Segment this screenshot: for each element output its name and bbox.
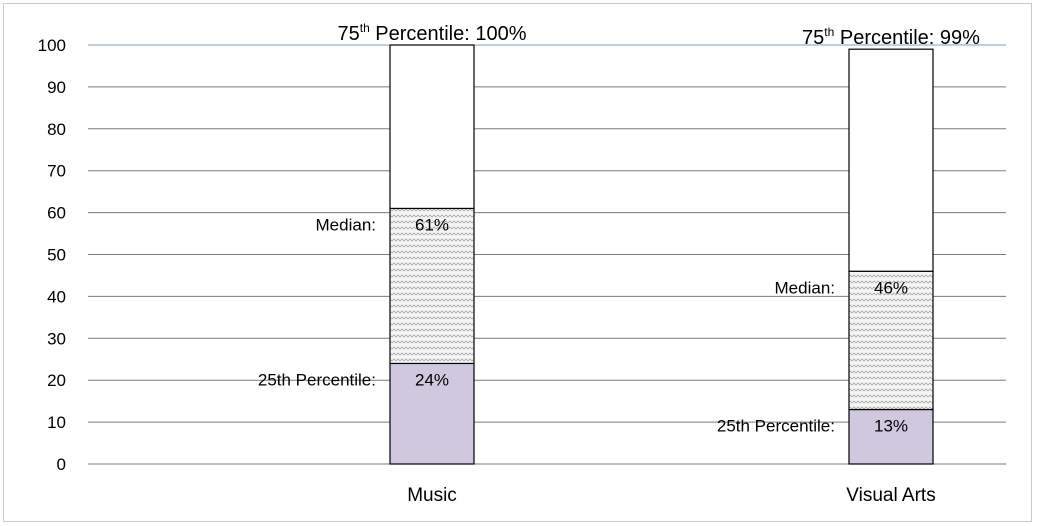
p75-sup: th	[360, 21, 370, 35]
y-tick-label: 20	[47, 371, 66, 390]
p75-label: 75th Percentile: 99%	[802, 25, 980, 49]
category-label: Music	[407, 485, 457, 506]
category-label: Visual Arts	[846, 485, 935, 506]
bar-segment	[389, 207, 475, 365]
p25-value: 13%	[874, 417, 908, 436]
p25-label: 25th Percentile:	[258, 370, 376, 389]
y-tick-label: 60	[47, 204, 66, 223]
percentile-bar-chart: 0 10 20 30 40 50 60 70 80 90 100 Music Median: 61% 25…	[38, 21, 1006, 506]
median-value: 61%	[415, 215, 449, 234]
bar-segment	[848, 48, 934, 272]
axis-layer: 0 10 20 30 40 50 60 70 80 90 100	[38, 36, 1006, 474]
bar-segment	[389, 362, 475, 465]
p75-prefix: 75	[337, 23, 359, 45]
y-tick-label: 0	[57, 455, 66, 474]
p75-prefix: 75	[802, 27, 824, 49]
p25-value: 24%	[415, 370, 449, 389]
y-tick-label: 10	[47, 413, 66, 432]
bar-layer	[389, 44, 934, 465]
y-tick-label: 100	[38, 36, 66, 55]
median-label: Median:	[775, 278, 835, 297]
chart-frame: 0 10 20 30 40 50 60 70 80 90 100 Music Median: 61% 25…	[3, 3, 1032, 522]
median-label: Median:	[316, 215, 376, 234]
p75-label: 75th Percentile: 100%	[337, 21, 526, 45]
y-tick-label: 40	[47, 287, 66, 306]
bar-segment	[389, 44, 475, 210]
y-tick-label: 70	[47, 162, 66, 181]
y-tick-label: 80	[47, 120, 66, 139]
y-tick-label: 50	[47, 246, 66, 265]
bar-segment	[848, 270, 934, 411]
p75-sup: th	[824, 25, 834, 39]
p75-suffix: Percentile: 99%	[834, 27, 980, 49]
median-value: 46%	[874, 278, 908, 297]
p75-suffix: Percentile: 100%	[370, 23, 527, 45]
grid-layer	[88, 44, 1006, 423]
p25-label: 25th Percentile:	[717, 417, 835, 436]
y-tick-label: 30	[47, 329, 66, 348]
y-tick-label: 90	[47, 78, 66, 97]
